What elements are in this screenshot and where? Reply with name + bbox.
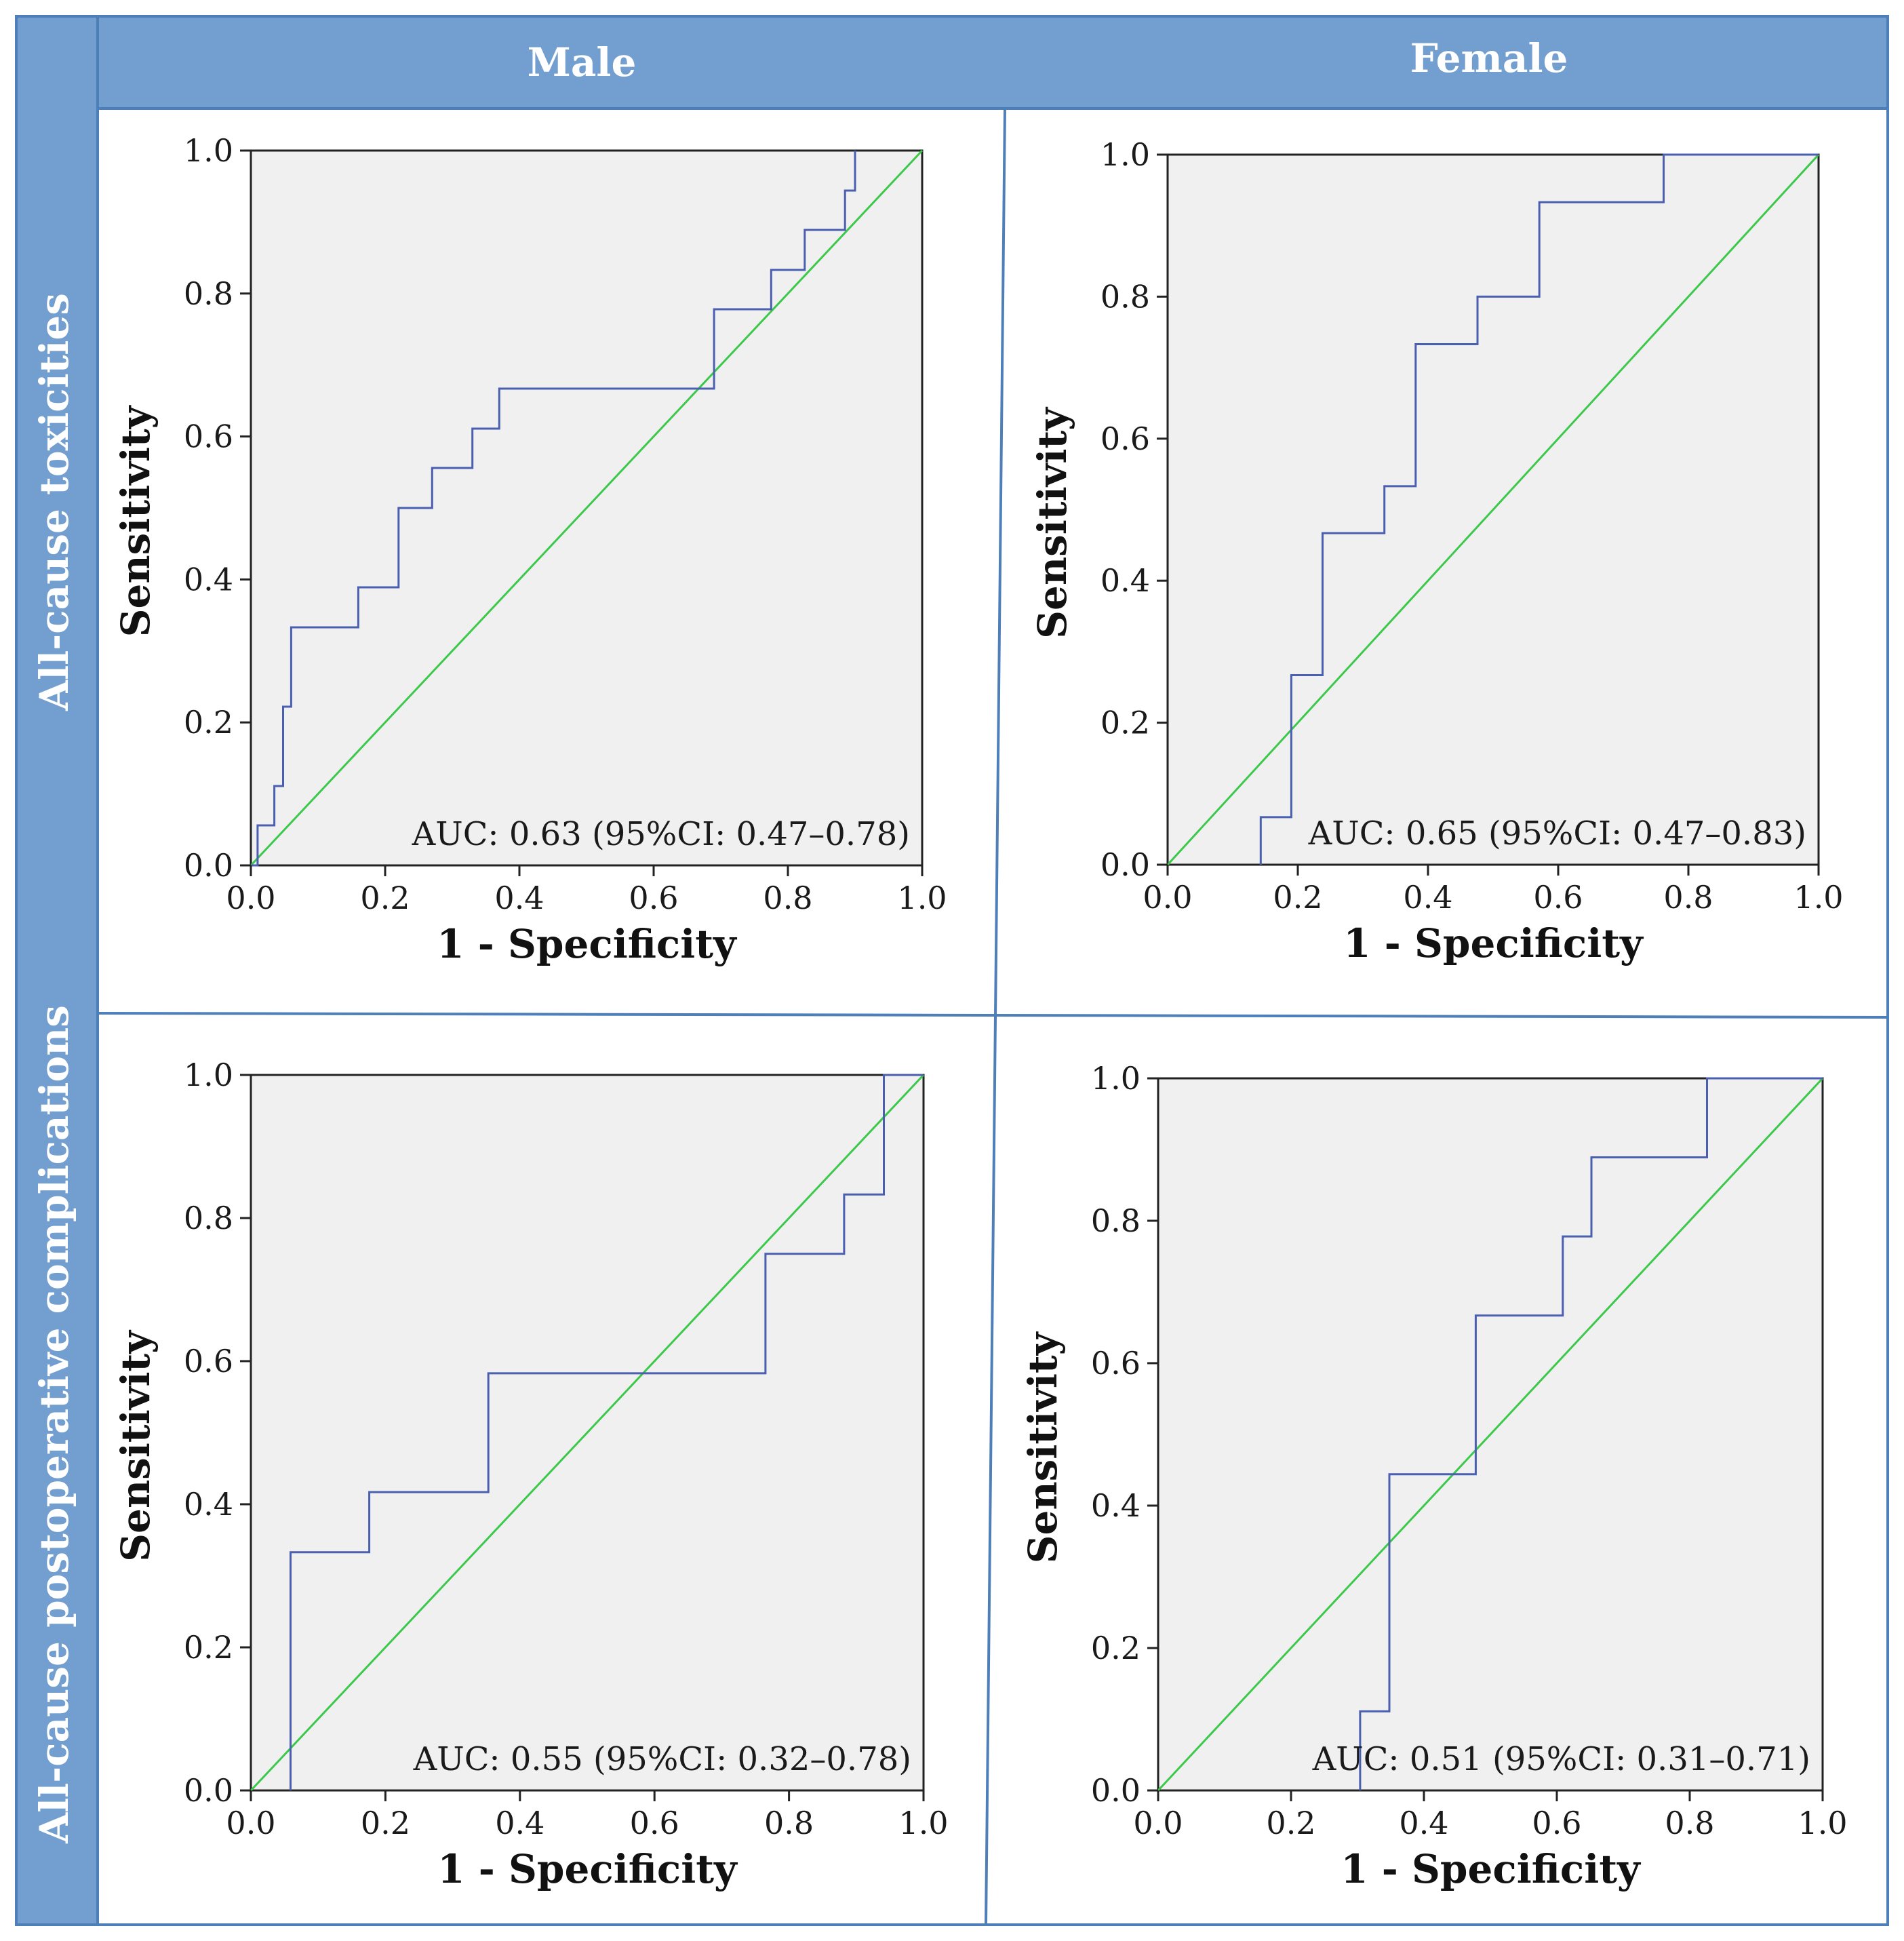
x-tick-label: 0.8: [1663, 879, 1713, 916]
y-tick-label: 1.0: [1091, 1060, 1141, 1097]
outer-border: [15, 15, 1889, 1926]
x-tick-label: 1.0: [897, 880, 947, 916]
y-tick-label: 0.2: [184, 704, 233, 741]
y-tick-label: 0.0: [1100, 846, 1150, 883]
column-header-male: Male: [528, 39, 637, 85]
x-tick-label: 0.4: [495, 1805, 544, 1841]
x-tick-label: 0.0: [226, 1805, 275, 1841]
y-tick-label: 0.8: [184, 275, 233, 312]
y-axis-label: Sensitivity: [113, 404, 159, 637]
x-axis-label: 1 - Specificity: [437, 1846, 738, 1892]
x-tick-label: 0.0: [226, 880, 275, 916]
y-tick-label: 0.0: [184, 847, 233, 884]
roc-panel-4: 0.0 0.2 0.4 0.6 0.8 1.0 0.0 0.2 0.4 0.6 0.8 1.0 1 - …: [1020, 1060, 1848, 1892]
x-tick-label: 0.2: [1273, 879, 1322, 916]
y-tick-label: 1.0: [184, 132, 233, 169]
auc-annotation: AUC: 0.51 (95%CI: 0.31–0.71): [1312, 1740, 1810, 1778]
y-tick-label: 0.8: [1091, 1202, 1141, 1239]
auc-annotation: AUC: 0.63 (95%CI: 0.47–0.78): [412, 815, 910, 853]
y-tick-label: 0.6: [184, 418, 233, 455]
x-tick-label: 0.6: [1532, 1805, 1581, 1841]
x-tick-label: 0.2: [360, 880, 410, 916]
roc-curve: [1359, 1077, 1823, 1790]
x-tick-label: 1.0: [1798, 1805, 1847, 1841]
roc-panel-3: 0.0 0.2 0.4 0.6 0.8 1.0 0.0 0.2 0.4 0.6 0.8 1.0 1 - …: [113, 1057, 949, 1892]
roc-curve: [251, 151, 856, 867]
x-axis-label: 1 - Specificity: [1343, 920, 1644, 966]
y-tick-label: 0.2: [1091, 1630, 1141, 1666]
y-axis-label: Sensitivity: [113, 1329, 159, 1562]
auc-annotation: AUC: 0.55 (95%CI: 0.32–0.78): [413, 1740, 911, 1778]
x-tick-label: 0.8: [1665, 1805, 1714, 1841]
x-tick-label: 0.6: [1533, 879, 1583, 916]
x-tick-label: 0.4: [1399, 1805, 1448, 1841]
row-header-complications: All-cause postoperative complications: [31, 1005, 77, 1844]
roc-panel-1: 0.0 0.2 0.4 0.6 0.8 1.0 0.0 0.2 0.4 0.6 0.8 1.0 1 - …: [113, 132, 947, 967]
x-axis-label: 1 - Specificity: [1341, 1846, 1642, 1892]
y-tick-label: 0.0: [1091, 1772, 1141, 1809]
x-tick-label: 0.8: [763, 880, 812, 916]
column-header-female: Female: [1410, 35, 1568, 81]
y-tick-label: 0.4: [1091, 1487, 1141, 1524]
y-tick-label: 0.8: [1100, 278, 1150, 315]
x-axis-label: 1 - Specificity: [437, 921, 738, 967]
horizontal-divider: [97, 1012, 1888, 1019]
reference-line: [1157, 1077, 1824, 1792]
y-axis-label: Sensitivity: [1020, 1331, 1066, 1563]
y-tick-label: 0.0: [184, 1772, 233, 1809]
y-tick-label: 0.8: [184, 1200, 233, 1236]
x-tick-label: 1.0: [898, 1805, 948, 1841]
y-tick-label: 1.0: [184, 1057, 233, 1093]
x-tick-label: 0.4: [1403, 879, 1452, 916]
y-tick-label: 0.2: [184, 1629, 233, 1666]
auc-annotation: AUC: 0.65 (95%CI: 0.47–0.83): [1308, 815, 1806, 852]
row-header-toxicities: All-cause toxicities: [31, 293, 77, 711]
roc-panel-2: 0.0 0.2 0.4 0.6 0.8 1.0 0.0 0.2 0.4 0.6 0.8 1.0 1 - …: [1029, 136, 1844, 966]
y-tick-label: 0.2: [1100, 705, 1150, 741]
y-tick-label: 0.4: [1100, 562, 1150, 599]
row-header-band: [15, 15, 99, 1926]
y-axis-label: Sensitivity: [1029, 406, 1075, 639]
x-tick-label: 1.0: [1793, 879, 1843, 916]
x-tick-label: 0.6: [630, 1805, 679, 1841]
y-tick-label: 0.6: [1091, 1345, 1141, 1381]
x-tick-label: 0.8: [764, 1805, 814, 1841]
x-tick-label: 0.4: [494, 880, 544, 916]
x-tick-label: 0.6: [629, 880, 678, 916]
x-tick-label: 0.2: [1266, 1805, 1315, 1841]
y-tick-label: 0.6: [1100, 420, 1150, 457]
x-tick-label: 0.0: [1143, 879, 1192, 916]
y-tick-label: 0.4: [184, 1486, 233, 1523]
column-header-band: [15, 15, 1889, 110]
reference-line: [1166, 153, 1820, 866]
x-tick-label: 0.0: [1133, 1805, 1183, 1841]
roc-curve: [1259, 153, 1819, 865]
y-tick-label: 0.4: [184, 561, 233, 597]
x-tick-label: 0.2: [361, 1805, 410, 1841]
y-tick-label: 0.6: [184, 1343, 233, 1379]
reference-line: [250, 149, 924, 867]
reference-line: [250, 1074, 925, 1792]
roc-curve: [290, 1074, 924, 1790]
y-tick-label: 1.0: [1100, 136, 1150, 173]
